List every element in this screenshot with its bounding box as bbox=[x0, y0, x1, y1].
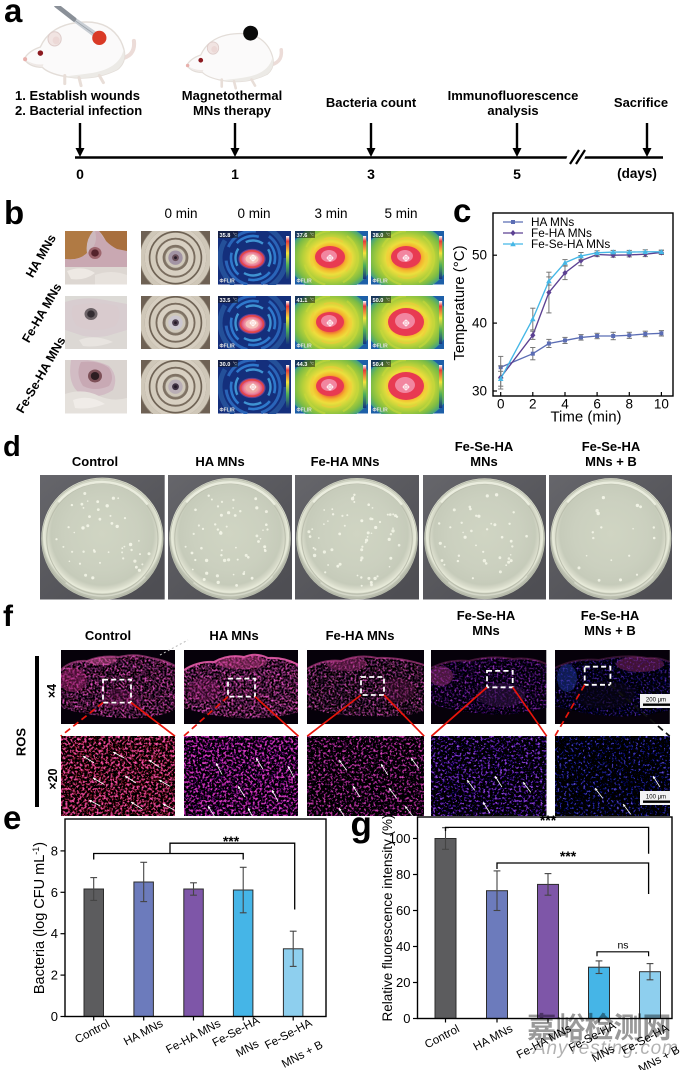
svg-text:80: 80 bbox=[396, 867, 410, 882]
svg-text:Control: Control bbox=[423, 1022, 462, 1051]
svg-text:Time (min): Time (min) bbox=[550, 409, 621, 426]
svg-text:10: 10 bbox=[654, 397, 669, 412]
svg-text:50.4: 50.4 bbox=[373, 362, 385, 368]
svg-text:6: 6 bbox=[51, 885, 58, 900]
svg-text:0: 0 bbox=[403, 1011, 410, 1026]
svg-text:°C: °C bbox=[386, 297, 390, 301]
svg-text:ΦFLIR: ΦFLIR bbox=[220, 343, 236, 349]
svg-text:ΦFLIR: ΦFLIR bbox=[373, 408, 389, 414]
svg-text:200 μm: 200 μm bbox=[646, 698, 666, 704]
svg-text:°C: °C bbox=[310, 362, 314, 366]
svg-text:Fe-HA MNs: Fe-HA MNs bbox=[531, 226, 592, 240]
svg-text:°C: °C bbox=[233, 362, 237, 366]
svg-text:Relative fluorescence intensit: Relative fluorescence intensity (%) bbox=[380, 814, 395, 1021]
svg-text:ΦFLIR: ΦFLIR bbox=[373, 279, 389, 285]
svg-text:40: 40 bbox=[472, 316, 487, 331]
svg-text:ΦFLIR: ΦFLIR bbox=[297, 343, 313, 349]
svg-text:50: 50 bbox=[472, 248, 487, 263]
svg-text:°C: °C bbox=[233, 297, 237, 301]
svg-text:37.6: 37.6 bbox=[297, 233, 308, 239]
svg-text:ΦFLIR: ΦFLIR bbox=[220, 408, 236, 414]
svg-text:44.3: 44.3 bbox=[297, 362, 308, 368]
svg-text:2: 2 bbox=[529, 397, 537, 412]
svg-text:2: 2 bbox=[51, 968, 58, 983]
svg-text:***: *** bbox=[223, 833, 240, 849]
svg-text:Control: Control bbox=[73, 1017, 112, 1046]
svg-text:HA MNs: HA MNs bbox=[531, 215, 574, 229]
svg-text:35.8: 35.8 bbox=[220, 233, 231, 239]
svg-text:ΦFLIR: ΦFLIR bbox=[220, 279, 236, 285]
svg-text:Temperature (°C): Temperature (°C) bbox=[451, 245, 468, 360]
svg-text:MNs + B: MNs + B bbox=[280, 1038, 326, 1070]
svg-text:***: *** bbox=[560, 848, 577, 864]
svg-text:ns: ns bbox=[617, 940, 628, 952]
svg-text:41.1: 41.1 bbox=[297, 297, 308, 303]
svg-text:MNs: MNs bbox=[234, 1037, 261, 1060]
svg-text:30: 30 bbox=[472, 384, 487, 399]
svg-text:20: 20 bbox=[396, 975, 410, 990]
svg-text:4: 4 bbox=[51, 926, 58, 941]
svg-text:HA MNs: HA MNs bbox=[122, 1017, 166, 1049]
svg-text:6: 6 bbox=[593, 397, 601, 412]
svg-text:100 μm: 100 μm bbox=[646, 795, 666, 801]
svg-text:°C: °C bbox=[386, 233, 390, 237]
svg-text:8: 8 bbox=[51, 843, 58, 858]
svg-text:°C: °C bbox=[386, 362, 390, 366]
svg-text:ΦFLIR: ΦFLIR bbox=[297, 408, 313, 414]
svg-text:38.0: 38.0 bbox=[373, 233, 384, 239]
svg-text:30.0: 30.0 bbox=[220, 362, 231, 368]
svg-text:100: 100 bbox=[389, 831, 411, 846]
svg-text:40: 40 bbox=[396, 939, 410, 954]
svg-text:4: 4 bbox=[561, 397, 569, 412]
svg-text:°C: °C bbox=[310, 297, 314, 301]
svg-text:ΦFLIR: ΦFLIR bbox=[297, 279, 313, 285]
svg-text:°C: °C bbox=[233, 233, 237, 237]
svg-text:Bacteria (log CFU mL-1): Bacteria (log CFU mL-1) bbox=[31, 842, 48, 994]
svg-text:8: 8 bbox=[626, 397, 634, 412]
svg-text:ΦFLIR: ΦFLIR bbox=[373, 343, 389, 349]
svg-text:33.5: 33.5 bbox=[220, 297, 231, 303]
svg-text:60: 60 bbox=[396, 903, 410, 918]
svg-text:50.0: 50.0 bbox=[373, 297, 384, 303]
svg-text:HA MNs: HA MNs bbox=[471, 1022, 515, 1054]
svg-text:°C: °C bbox=[310, 233, 314, 237]
svg-text:Fe-Se-HA MNs: Fe-Se-HA MNs bbox=[531, 237, 610, 251]
svg-text:***: *** bbox=[540, 812, 557, 828]
svg-text:0: 0 bbox=[497, 397, 505, 412]
svg-text:0: 0 bbox=[51, 1009, 58, 1024]
